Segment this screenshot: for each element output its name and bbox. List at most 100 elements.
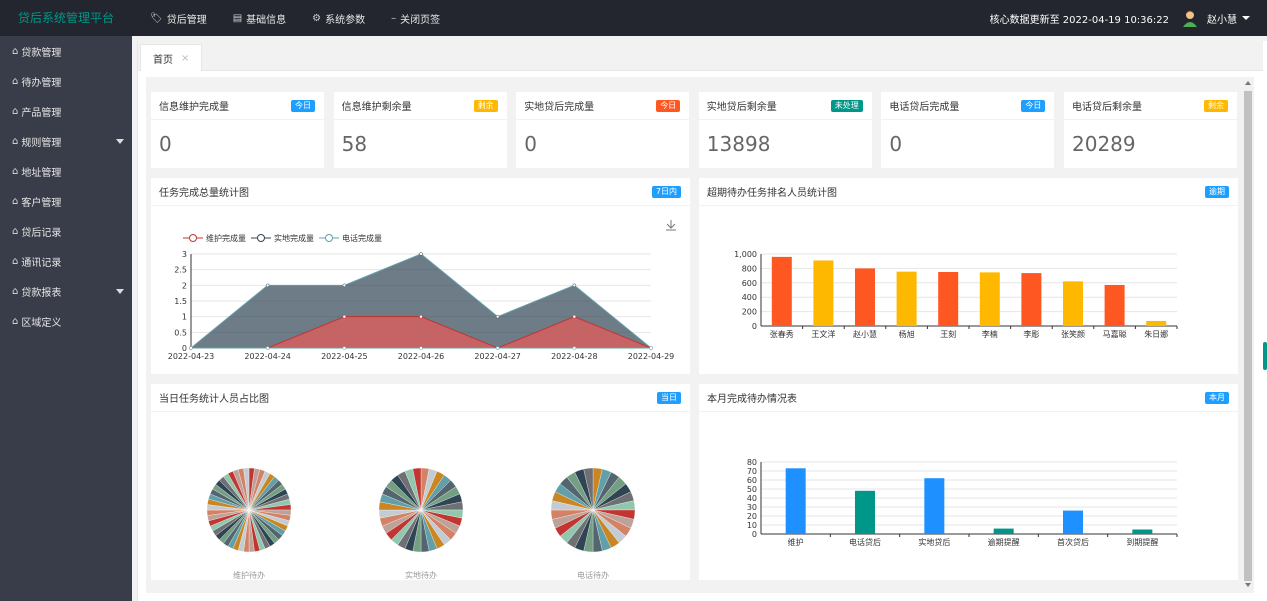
app-logo[interactable]: 贷后系统管理平台 [17,11,114,25]
bar [993,528,1014,534]
sidebar-item[interactable]: ⌂ 贷款管理 [0,36,132,66]
download-icon-path [666,220,676,231]
stat-value: 0 [889,132,903,156]
pie-slice [412,467,422,511]
bar [924,478,945,534]
dashboard-content: 信息维护完成量 今日 0 信息维护剩余量 剩余 58 实地贷后完成量 今日 0 实地贷后剩余量 未处… [146,77,1254,593]
sidebar-item[interactable]: ⌂ 地址管理 [0,156,132,186]
legend-label: 实地完成量 [274,233,314,243]
data-update-text: 核心数据更新至 2022-04-19 10:36:22 [989,14,1169,26]
sidebar-item[interactable]: ⌂ 规则管理 [0,126,132,156]
stat-value: 58 [341,132,368,156]
stat-badge: 剩余 [473,100,498,112]
y-tick-label: 0 [752,322,757,331]
sidebar-menu: ⌂ 贷款管理 ⌂ 待办管理 ⌂ 产品管理 ⌂ 规则管理 ⌂ 地址管理 ⌂ 客户管理 ⌂ 贷后记录 ⌂ 通讯记录… [0,36,132,336]
y-tick-label: 3 [182,250,187,259]
pie-slice [583,467,594,511]
scroll-down-icon[interactable] [1245,583,1251,587]
data-point [495,314,500,319]
top-bar: 贷后系统管理平台 🏷 贷后管理 ▤ 基础信息 ⚙ 系统参数 – 关闭页签 核心数据更新至… [0,0,1267,36]
sidebar-item-label: 通讯记录 [21,257,62,269]
tag-icon: 🏷 [150,12,163,24]
topnav-item-loan-post[interactable]: 🏷 贷后管理 [150,0,207,36]
scrollbar-thumb[interactable] [1244,91,1252,581]
chevron-down-icon[interactable] [1241,14,1251,22]
sidebar-item[interactable]: ⌂ 贷款报表 [0,276,132,306]
pie-label: 维护待办 [233,570,265,580]
topnav-item-close-tabs[interactable]: – 关闭页签 [391,0,440,36]
stat-badge: 今日 [656,100,681,112]
sidebar-item-label: 贷后记录 [21,227,62,239]
dash-icon: – [391,12,397,24]
sidebar-item-label: 客户管理 [21,197,62,209]
content-scrollbar[interactable] [1244,81,1252,587]
pie-label: 实地待办 [405,570,437,580]
overdue-rank-panel: 超期待办任务排名人员统计图 逾期 0 200 400 600 800 1,000 张春秀 王文… [699,178,1238,374]
sidebar-item-label: 贷款管理 [21,47,62,59]
tab-home[interactable]: 首页 × [140,44,202,71]
topnav-item-basic-info[interactable]: ▤ 基础信息 [233,0,286,36]
x-tick-label: 张笑颜 [1061,329,1085,339]
download-icon[interactable] [666,220,676,231]
home-outline-icon: ⌂ [12,285,19,297]
y-tick-label: 800 [742,264,757,273]
stat-value: 0 [159,132,172,156]
stat-value: 13898 [706,132,771,156]
sidebar-item[interactable]: ⌂ 通讯记录 [0,246,132,276]
main-area: 首页 × 信息维护完成量 今日 0 信息维护剩余量 剩余 58 实地贷后完成量 今日 0 实地贷后… [137,41,1267,601]
user-name[interactable]: 赵小慧 [1207,14,1237,26]
sidebar-item-label: 待办管理 [21,77,62,89]
data-point [419,346,423,350]
legend-label: 维护完成量 [206,233,246,243]
gear-icon: ⚙ [312,12,322,24]
daily-ratio-chart: 维护待办 实地待办 电话待办 [206,467,636,580]
data-point [342,283,347,288]
data-point [419,314,423,319]
pie [206,467,292,553]
panel-title: 本月完成待办情况表 [707,394,797,405]
caret-down-icon[interactable] [116,289,124,294]
caret-down-icon[interactable] [116,139,124,144]
x-tick-label: 首次贷后 [1057,537,1089,547]
sidebar-item[interactable]: ⌂ 待办管理 [0,66,132,96]
bar [855,490,875,534]
legend-marker [325,234,333,242]
data-point [342,346,347,350]
sidebar-item[interactable]: ⌂ 贷后记录 [0,216,132,246]
x-tick-label: 2022-04-24 [244,352,291,361]
y-tick-label: 40 [747,494,757,503]
sidebar-item-label: 区域定义 [21,317,62,329]
y-tick-label: 1 [182,313,187,322]
legend-marker [189,234,197,242]
sidebar-item[interactable]: ⌂ 客户管理 [0,186,132,216]
x-tick-label: 赵小慧 [853,329,877,339]
x-tick-label: 2022-04-29 [628,352,675,361]
stat-badge: 未处理 [830,100,863,112]
stat-card-header: 实地贷后剩余量 未处理 [698,92,872,120]
y-tick-label: 1,000 [734,250,757,259]
stat-card: 实地贷后完成量 今日 0 [516,92,690,168]
topnav-label: 基础信息 [246,14,287,26]
home-outline-icon: ⌂ [12,105,19,117]
stat-card-header: 电话贷后剩余量 剩余 [1064,92,1237,120]
scroll-up-icon[interactable] [1245,81,1251,85]
tab-bar: 首页 × [138,41,1263,71]
y-tick-label: 2.5 [174,266,187,275]
sidebar-item[interactable]: ⌂ 产品管理 [0,96,132,126]
area-series-0 [191,316,651,348]
y-tick-label: 30 [747,503,757,512]
close-icon[interactable]: × [181,52,190,64]
x-tick-label: 2022-04-23 [168,352,215,361]
side-handle[interactable] [1263,342,1267,370]
home-outline-icon: ⌂ [12,195,19,207]
topnav-label: 系统参数 [325,14,366,26]
panel-header: 任务完成总量统计图 7日内 [151,178,690,206]
data-point [419,252,423,256]
stat-title: 实地贷后完成量 [524,102,595,113]
topnav-item-system-params[interactable]: ⚙ 系统参数 [312,0,365,36]
bar [979,272,1000,326]
data-point [189,346,193,350]
y-tick-label: 600 [742,279,757,288]
sidebar-item[interactable]: ⌂ 区域定义 [0,306,132,336]
user-avatar-icon[interactable] [1181,9,1199,27]
